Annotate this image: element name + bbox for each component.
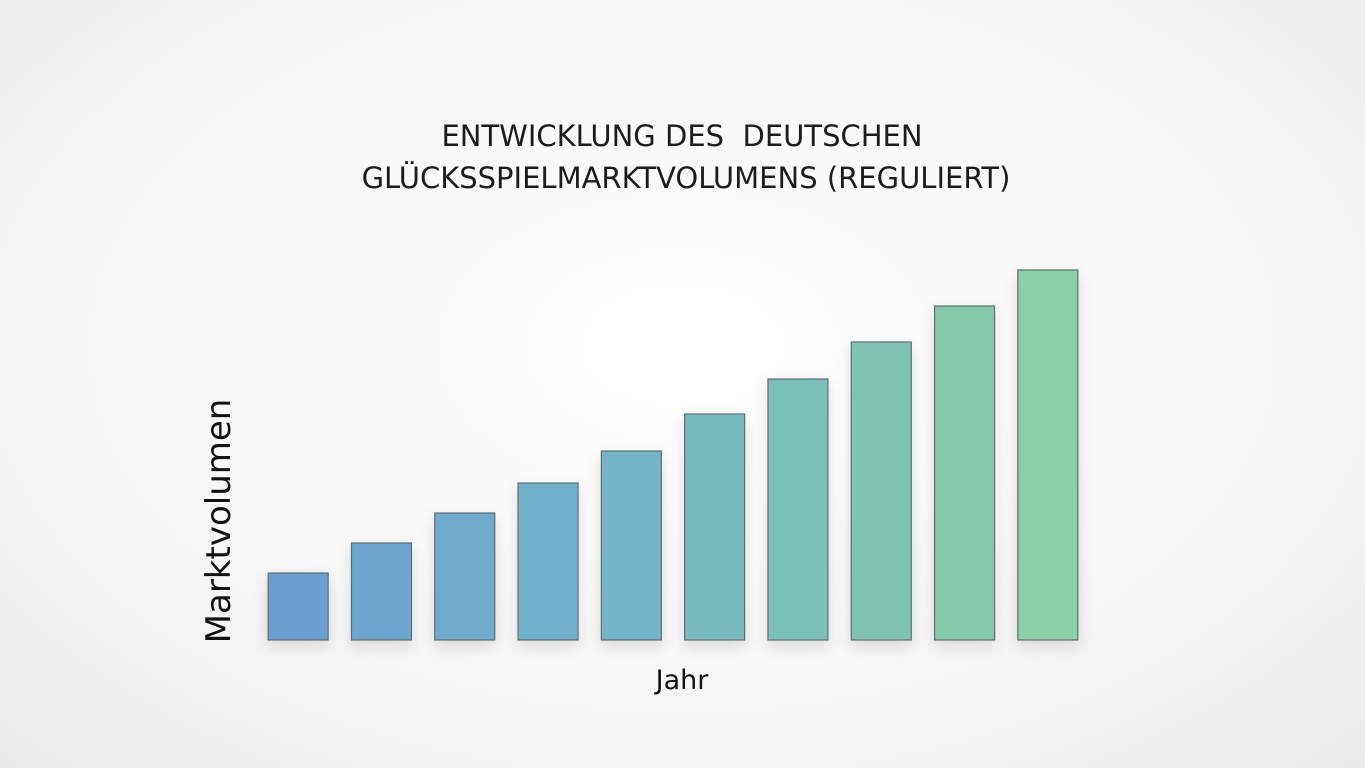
x-axis-label: Jahr	[654, 665, 710, 696]
bar	[933, 305, 996, 641]
bar	[684, 413, 746, 641]
bar	[267, 572, 329, 641]
bar	[350, 542, 413, 641]
bar	[1017, 269, 1079, 641]
bar	[767, 378, 829, 641]
chart-title: GLÜCKSSPIELMARKTVOLUMENS (REGULIERT)	[362, 161, 1011, 195]
bars	[267, 269, 1079, 641]
bar	[850, 341, 912, 641]
bar	[600, 450, 662, 641]
y-axis-label: Marktvolumen	[199, 399, 239, 644]
bar	[517, 482, 579, 641]
chart-title: ENTWICKLUNG DES DEUTSCHEN	[441, 119, 922, 153]
bar	[434, 512, 496, 641]
